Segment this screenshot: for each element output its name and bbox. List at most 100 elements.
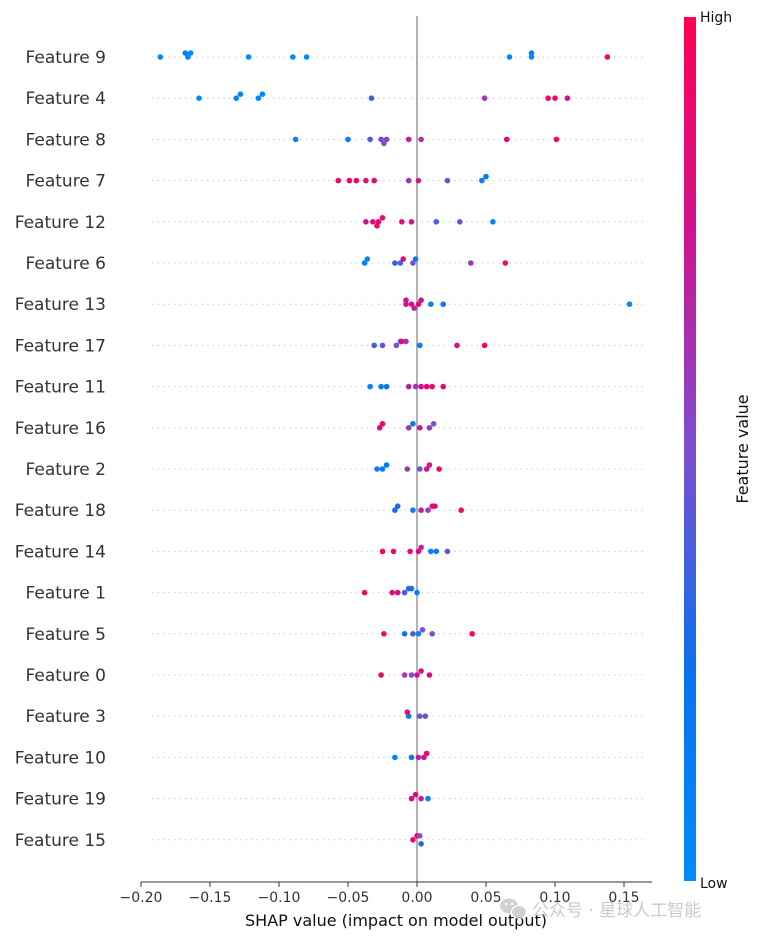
watermark: 公众号 · 星球人工智能 <box>500 898 701 921</box>
shap-point <box>410 631 416 637</box>
shap-point <box>469 631 476 637</box>
feature-rows: Feature 9 Feature 4 Feature 8 Feature 7 Feat… <box>15 48 645 851</box>
shap-point <box>389 589 396 596</box>
shap-point <box>503 136 510 143</box>
shap-point <box>414 672 420 678</box>
feature-label: Feature 16 <box>15 419 106 439</box>
watermark-text: 公众号 · 星球人工智能 <box>532 901 701 921</box>
shap-point <box>401 672 408 678</box>
shap-point <box>415 548 422 555</box>
shap-point <box>392 260 398 266</box>
shap-point <box>361 589 368 596</box>
shap-point <box>401 631 408 637</box>
colorbar-title: Feature value <box>733 394 752 503</box>
shap-point <box>418 841 424 847</box>
shap-point <box>481 342 488 349</box>
shap-point <box>408 301 415 308</box>
shap-point <box>394 589 401 596</box>
shap-point <box>383 136 390 143</box>
shap-point <box>528 50 535 56</box>
shap-point <box>370 219 376 225</box>
shap-point <box>425 795 431 802</box>
shap-point <box>376 425 383 431</box>
x-tick-label: 0.05 <box>470 890 501 906</box>
shap-point <box>426 672 433 678</box>
shap-point <box>415 301 422 308</box>
shap-point <box>417 833 423 839</box>
shap-point <box>374 223 380 229</box>
shap-point <box>367 383 373 390</box>
shap-point <box>444 177 451 184</box>
shap-point <box>363 177 369 184</box>
shap-point <box>429 631 436 637</box>
shap-point <box>440 383 447 390</box>
shap-point <box>394 503 401 510</box>
shap-point <box>454 342 460 349</box>
feature-label: Feature 17 <box>15 336 106 356</box>
feature-label: Feature 11 <box>15 378 106 398</box>
shap-point <box>626 301 633 308</box>
shap-point <box>418 383 424 390</box>
shap-point <box>405 383 412 390</box>
shap-point <box>432 503 438 510</box>
shap-point <box>418 544 424 551</box>
shap-point <box>353 177 360 184</box>
shap-point <box>604 54 611 60</box>
shap-point <box>379 421 386 427</box>
feature-label: Feature 2 <box>26 460 106 480</box>
x-tick-label: 0.15 <box>608 890 639 906</box>
wechat-icon <box>500 898 528 920</box>
shap-point <box>429 383 436 390</box>
shap-point <box>422 713 429 719</box>
shap-point <box>414 589 420 596</box>
shap-point <box>392 507 398 513</box>
shap-point <box>367 136 373 143</box>
shap-point <box>428 301 434 308</box>
feature-label: Feature 5 <box>26 625 106 645</box>
shap-point <box>418 668 424 674</box>
shap-point <box>421 754 427 761</box>
shap-point <box>528 54 535 60</box>
shap-point <box>397 260 404 266</box>
shap-point <box>483 173 489 180</box>
shap-point <box>410 260 416 266</box>
shap-point <box>381 140 387 147</box>
colorbar-high-label: High <box>700 10 732 26</box>
shap-point <box>553 136 560 143</box>
shap-point <box>182 50 188 56</box>
colorbar: High Low Feature value <box>684 10 752 892</box>
shap-point <box>423 383 430 390</box>
shap-point <box>157 54 164 60</box>
shap-point <box>433 219 440 225</box>
shap-point <box>245 54 252 60</box>
feature-label: Feature 0 <box>26 666 106 686</box>
shap-point <box>378 136 384 143</box>
shap-point <box>440 301 447 308</box>
feature-label: Feature 19 <box>15 790 106 810</box>
shap-point <box>379 466 386 472</box>
shap-point <box>408 219 415 225</box>
shap-point <box>430 421 437 427</box>
shap-point <box>415 631 422 637</box>
shap-point <box>425 507 431 513</box>
shap-point <box>303 54 310 60</box>
shap-point <box>196 95 202 101</box>
shap-point <box>412 256 419 262</box>
shap-point <box>404 466 411 472</box>
shap-point <box>335 177 342 184</box>
shap-point <box>444 548 451 555</box>
feature-label: Feature 8 <box>26 130 106 150</box>
shap-point <box>545 95 551 101</box>
shap-point <box>368 95 375 101</box>
feature-label: Feature 3 <box>26 707 106 727</box>
shap-point <box>185 54 191 60</box>
shap-point <box>378 383 384 390</box>
feature-label: Feature 1 <box>26 584 106 604</box>
shap-point <box>187 50 194 56</box>
shap-point <box>417 342 423 349</box>
shap-point <box>371 177 378 184</box>
x-tick-label: −0.20 <box>120 890 163 906</box>
shap-point <box>401 589 408 596</box>
shap-point <box>458 507 465 513</box>
shap-point <box>361 260 368 266</box>
